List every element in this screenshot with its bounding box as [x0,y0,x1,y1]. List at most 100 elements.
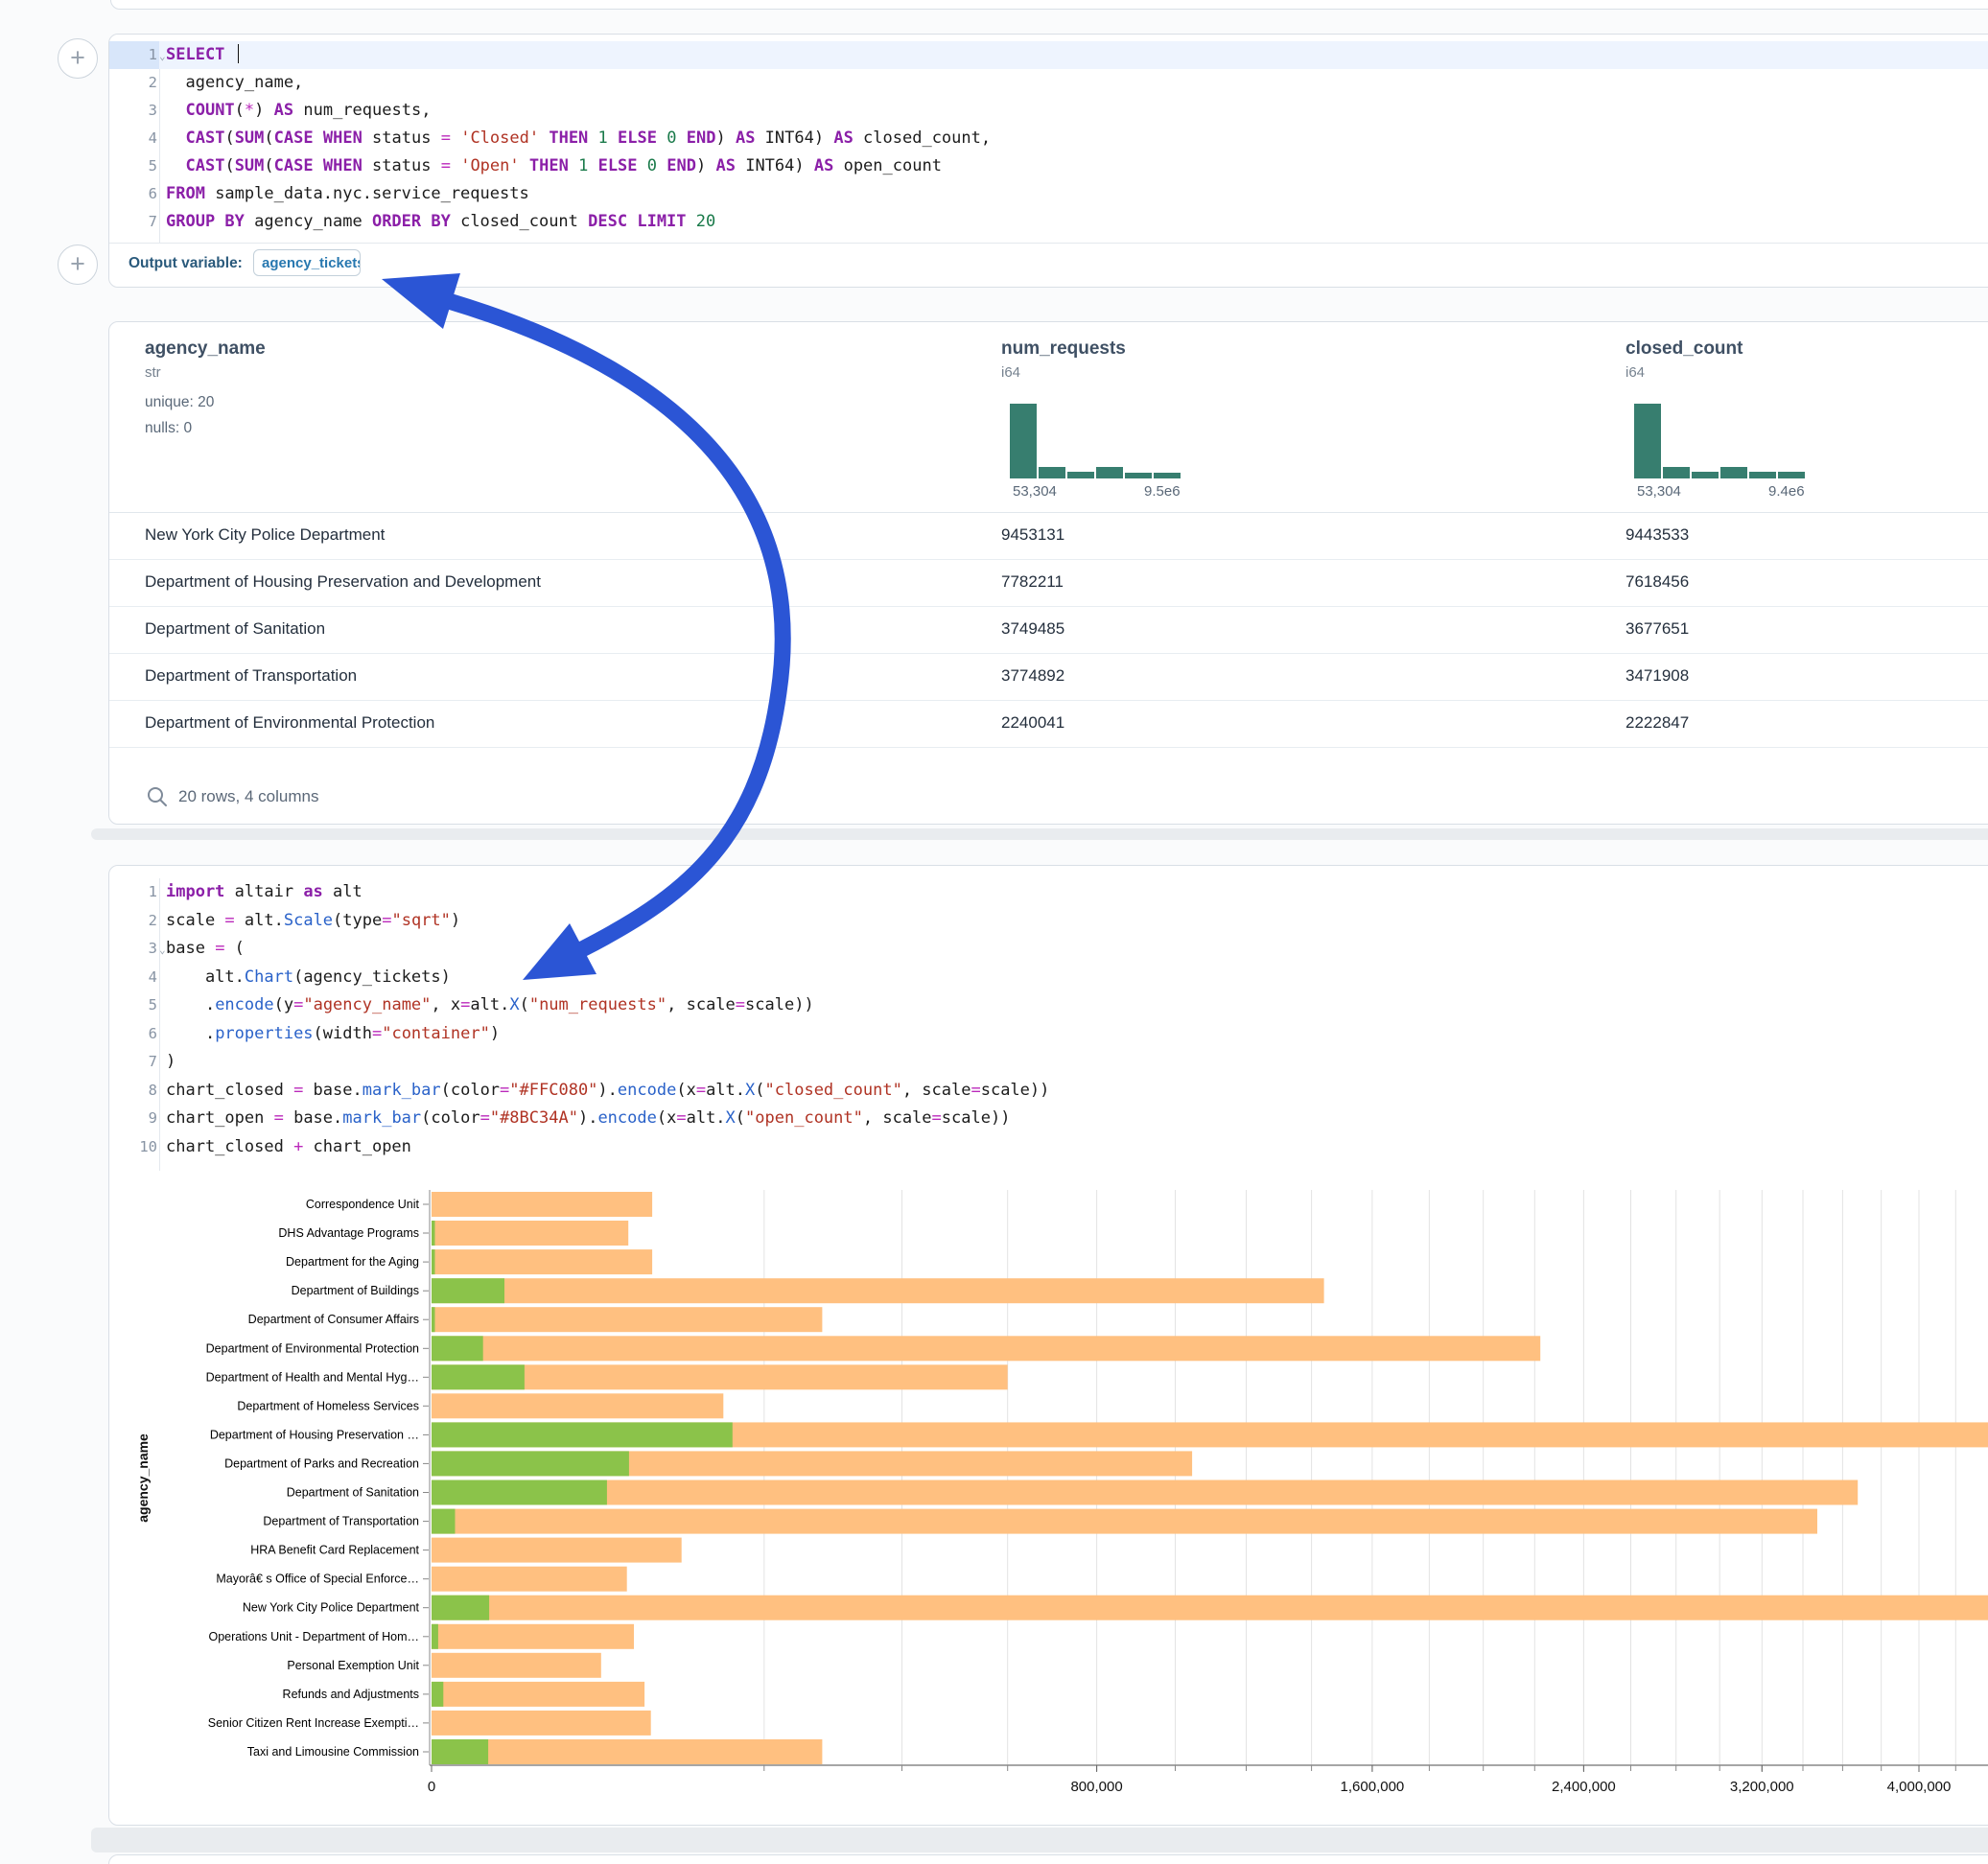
table-cell: Department of Sanitation [145,619,325,639]
line-number: 3 [109,935,157,963]
svg-text:Department of Health and Menta: Department of Health and Mental Hyg… [206,1370,419,1384]
table-cell: 3774892 [1001,666,1064,686]
svg-text:0: 0 [428,1779,435,1795]
output-variable-label: Output variable: [129,255,243,272]
add-cell-button-middle[interactable]: + [58,245,98,285]
column-name[interactable]: closed_count [1625,338,1742,360]
line-number: 6 [109,1020,157,1048]
sql-code-editor[interactable]: 1⌄SELECT 2 agency_name,3 COUNT(*) AS num… [109,41,1988,243]
line-number: 2 [109,69,157,97]
table-cell: 7618456 [1625,572,1689,592]
output-variable-pill[interactable]: agency_tickets [253,249,361,276]
fold-chevron-icon[interactable]: ⌄ [159,42,166,70]
svg-text:Department of Consumer Affairs: Department of Consumer Affairs [248,1313,419,1326]
fold-chevron-icon[interactable]: ⌄ [159,936,166,964]
line-number: 7 [109,208,157,236]
column-histogram [1634,404,1805,478]
svg-text:Department of Buildings: Department of Buildings [292,1284,419,1297]
notebook-canvas: + + 1⌄SELECT 2 agency_name,3 COUNT(*) AS… [0,0,1988,1864]
histogram-bar [1154,473,1181,478]
text-cursor [238,44,240,63]
line-number: 7 [109,1048,157,1076]
next-cell-edge [108,1854,1988,1864]
code-line[interactable]: 3⌄base = ( [109,935,1988,963]
svg-text:agency_name: agency_name [135,1433,151,1523]
row-count-summary: 20 rows, 4 columns [178,787,318,806]
table-row[interactable]: Department of Housing Preservation and D… [109,559,1988,607]
code-line[interactable]: 4 alt.Chart(agency_tickets) [109,964,1988,991]
table-row[interactable]: Department of Environmental Protection22… [109,700,1988,748]
table-cell: 3749485 [1001,619,1064,639]
histogram-bar [1125,473,1152,478]
table-row[interactable]: Department of Sanitation37494853677651 [109,606,1988,654]
column-stat: nulls: 0 [145,420,192,437]
code-line[interactable]: 1⌄SELECT [109,41,1988,69]
svg-text:Mayorâ€ s Office of Special En: Mayorâ€ s Office of Special Enforce… [216,1573,419,1586]
code-line[interactable]: 7) [109,1048,1988,1076]
code-line[interactable]: 5 CAST(SUM(CASE WHEN status = 'Open' THE… [109,152,1988,180]
histogram-min-label: 53,304 [1637,483,1681,500]
column-type: i64 [1001,364,1020,381]
histogram-bar [1067,472,1094,478]
histogram-bar [1096,467,1123,478]
column-name[interactable]: num_requests [1001,338,1126,360]
cell-gap-strip [91,828,1988,840]
histogram-max-label: 9.4e6 [1768,483,1805,500]
line-number: 8 [109,1077,157,1105]
svg-text:Senior Citizen Rent Increase E: Senior Citizen Rent Increase Exempti… [208,1716,419,1730]
sql-cell: 1⌄SELECT 2 agency_name,3 COUNT(*) AS num… [108,34,1988,288]
code-line[interactable]: 6FROM sample_data.nyc.service_requests [109,180,1988,208]
table-row[interactable]: New York City Police Department945313194… [109,512,1988,560]
dataframe-rows: New York City Police Department945313194… [109,512,1988,747]
code-line[interactable]: 2scale = alt.Scale(type="sqrt") [109,907,1988,935]
table-row[interactable]: Department of Transportation377489234719… [109,653,1988,701]
histogram-max-label: 9.5e6 [1144,483,1181,500]
histogram-bar [1720,467,1747,478]
svg-text:2,400,000: 2,400,000 [1552,1779,1616,1795]
code-line[interactable]: 2 agency_name, [109,69,1988,97]
svg-text:Department of Housing Preserva: Department of Housing Preservation … [210,1428,419,1441]
search-icon[interactable] [146,785,169,808]
code-line[interactable]: 10chart_closed + chart_open [109,1133,1988,1161]
svg-text:1,600,000: 1,600,000 [1341,1779,1405,1795]
line-number: 3 [109,97,157,125]
svg-text:Department of Homeless Service: Department of Homeless Services [237,1399,419,1412]
line-number: 6 [109,180,157,208]
output-variable-row: Output variable: agency_tickets [109,243,1988,287]
line-number: 10 [109,1133,157,1161]
svg-text:4,000,000: 4,000,000 [1887,1779,1952,1795]
line-number: 1 [109,41,157,69]
column-type: str [145,364,161,381]
line-number: 5 [109,991,157,1019]
previous-cell-edge [110,0,1988,10]
histogram-bar [1692,472,1719,478]
svg-text:Operations Unit - Department o: Operations Unit - Department of Hom… [208,1630,419,1643]
table-cell: Department of Housing Preservation and D… [145,572,541,592]
python-cell: 1import altair as alt2scale = alt.Scale(… [108,865,1988,1826]
code-line[interactable]: 9chart_open = base.mark_bar(color="#8BC3… [109,1105,1988,1132]
add-cell-button-top[interactable]: + [58,38,98,79]
table-cell: 7782211 [1001,572,1064,592]
code-line[interactable]: 6 .properties(width="container") [109,1020,1988,1048]
line-number: 2 [109,907,157,935]
code-line[interactable]: 4 CAST(SUM(CASE WHEN status = 'Closed' T… [109,125,1988,152]
code-line[interactable]: 7GROUP BY agency_name ORDER BY closed_co… [109,208,1988,236]
code-line[interactable]: 1import altair as alt [109,878,1988,906]
column-type: i64 [1625,364,1645,381]
svg-text:Department of Transportation: Department of Transportation [263,1515,419,1528]
code-line[interactable]: 5 .encode(y="agency_name", x=alt.X("num_… [109,991,1988,1019]
svg-text:Correspondence Unit: Correspondence Unit [306,1198,420,1211]
column-name[interactable]: agency_name [145,338,266,360]
histogram-bar [1039,467,1065,478]
histogram-min-label: 53,304 [1013,483,1057,500]
python-code-editor[interactable]: 1import altair as alt2scale = alt.Scale(… [109,878,1988,1171]
code-line[interactable]: 8chart_closed = base.mark_bar(color="#FF… [109,1077,1988,1105]
table-cell: 9443533 [1625,525,1689,545]
svg-text:Department of Parks and Recrea: Department of Parks and Recreation [224,1456,419,1470]
table-cell: Department of Transportation [145,666,357,686]
code-line[interactable]: 3 COUNT(*) AS num_requests, [109,97,1988,125]
table-cell: New York City Police Department [145,525,385,545]
line-number: 9 [109,1105,157,1132]
line-number: 4 [109,964,157,991]
svg-text:New York City Police Departmen: New York City Police Department [243,1601,420,1615]
